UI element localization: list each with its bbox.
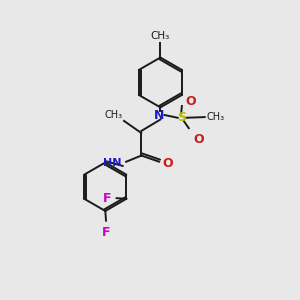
Text: F: F bbox=[102, 226, 110, 238]
Text: O: O bbox=[163, 157, 173, 170]
Text: CH₃: CH₃ bbox=[151, 31, 170, 40]
Text: CH₃: CH₃ bbox=[104, 110, 123, 119]
Text: O: O bbox=[194, 133, 204, 146]
Text: HN: HN bbox=[103, 158, 122, 168]
Text: O: O bbox=[185, 95, 196, 108]
Text: N: N bbox=[154, 109, 164, 122]
Text: CH₃: CH₃ bbox=[206, 112, 225, 122]
Text: F: F bbox=[103, 192, 112, 205]
Text: S: S bbox=[177, 111, 186, 124]
